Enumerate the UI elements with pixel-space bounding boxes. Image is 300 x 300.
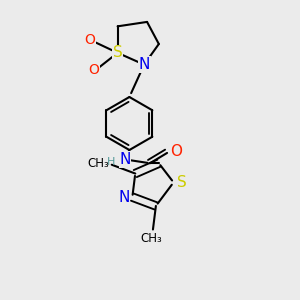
Text: N: N — [119, 152, 131, 167]
Text: H: H — [107, 157, 115, 167]
Text: S: S — [176, 175, 186, 190]
Text: S: S — [113, 45, 122, 60]
Text: CH₃: CH₃ — [88, 157, 110, 170]
Text: O: O — [84, 33, 95, 46]
Text: N: N — [138, 57, 150, 72]
Text: N: N — [118, 190, 129, 205]
Text: O: O — [171, 144, 183, 159]
Text: CH₃: CH₃ — [141, 232, 162, 245]
Text: O: O — [88, 64, 100, 77]
